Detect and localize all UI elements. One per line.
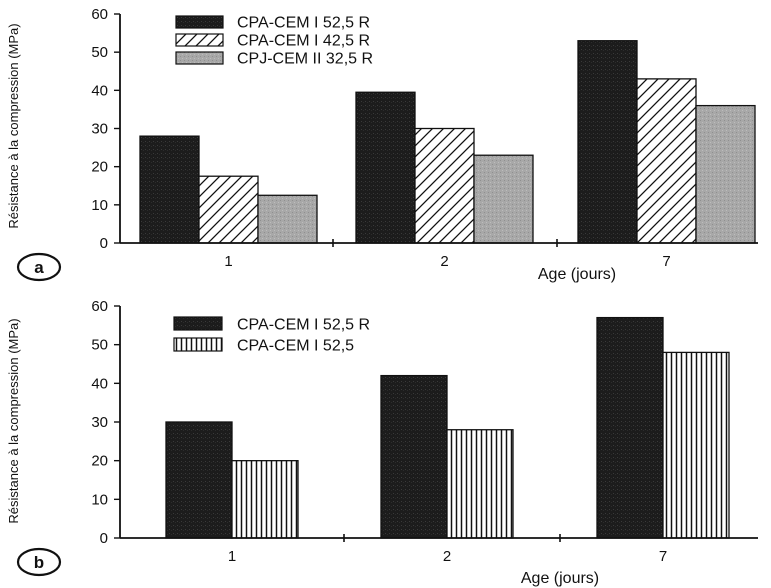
- legend-label: CPA-CEM I 52,5 R: [237, 317, 370, 334]
- bar-3-1: [257, 194, 318, 244]
- bar-1-7: [596, 316, 664, 539]
- x-tick-label: 7: [662, 253, 670, 270]
- x-tick-label: 2: [440, 253, 448, 270]
- legend-swatch: [175, 15, 224, 29]
- bar-1-7: [577, 40, 638, 244]
- legend-b: CPA-CEM I 52,5 R CPA-CEM I 52,5: [173, 316, 370, 355]
- y-tick-label: 10: [91, 491, 108, 508]
- bar-2-2: [414, 127, 475, 244]
- y-ticks-b: 0 10 20 30 40 50 60: [91, 298, 120, 547]
- x-tick-label: 1: [228, 548, 236, 565]
- bar-2-7: [662, 351, 730, 539]
- bar-1-2: [380, 374, 448, 539]
- bar-1-2: [355, 91, 416, 244]
- bars-a: [139, 40, 756, 244]
- y-tick-label: 20: [91, 159, 108, 176]
- y-tick-label: 40: [91, 82, 108, 99]
- y-axis-label-b: Résistance à la compression (MPa): [6, 318, 21, 523]
- x-tick-label: 1: [224, 253, 232, 270]
- axes-a: [119, 14, 758, 247]
- y-tick-label: 40: [91, 375, 108, 392]
- panel-letter-a: a: [34, 258, 44, 277]
- y-tick-label: 50: [91, 44, 108, 61]
- y-ticks-a: 0 10 20 30 40 50 60: [91, 6, 120, 252]
- bar-1-1: [139, 135, 200, 244]
- bar-2-7: [636, 78, 697, 244]
- y-tick-label: 10: [91, 197, 108, 214]
- legend-label: CPA-CEM I 42,5 R: [237, 33, 370, 50]
- legend-swatch: [175, 33, 224, 47]
- y-tick-label: 60: [91, 6, 108, 23]
- x-tick-label: 7: [659, 548, 667, 565]
- x-ticks-a: 1 2 7: [224, 253, 670, 270]
- bar-3-7: [695, 104, 756, 244]
- x-tick-label: 2: [443, 548, 451, 565]
- legend-label: CPA-CEM I 52,5: [237, 338, 354, 355]
- bars-b: [165, 316, 730, 539]
- panel-letter-b: b: [34, 553, 44, 572]
- bar-2-1: [198, 175, 259, 244]
- y-tick-label: 20: [91, 453, 108, 470]
- y-tick-label: 0: [100, 235, 108, 252]
- panel-badge-b: [16, 547, 62, 577]
- y-tick-label: 50: [91, 337, 108, 354]
- legend-swatch: [175, 51, 224, 65]
- bar-2-1: [231, 460, 299, 539]
- legend-swatch: [173, 337, 223, 352]
- y-axis-label-a: Résistance à la compression (MPa): [6, 23, 21, 228]
- bar-1-1: [165, 421, 233, 539]
- chart-panel-b: Résistance à la compression (MPa) 0 10 20 3…: [6, 298, 758, 587]
- axes-b: [119, 306, 758, 542]
- y-tick-label: 30: [91, 121, 108, 138]
- x-ticks-b: 1 2 7: [228, 548, 667, 565]
- legend-label: CPA-CEM I 52,5 R: [237, 15, 370, 32]
- legend-swatch: [173, 316, 223, 331]
- x-axis-label-a: Age (jours): [538, 266, 616, 283]
- x-axis-label-b: Age (jours): [521, 570, 599, 587]
- legend-label: CPJ-CEM II 32,5 R: [237, 51, 373, 68]
- y-tick-label: 60: [91, 298, 108, 315]
- bar-3-2: [473, 154, 534, 244]
- panel-badge-a: [16, 252, 62, 282]
- y-tick-label: 0: [100, 530, 108, 547]
- chart-panel-a: Résistance à la compression (MPa) 0 10 20 3…: [6, 6, 758, 283]
- bar-2-2: [446, 429, 514, 539]
- y-tick-label: 30: [91, 414, 108, 431]
